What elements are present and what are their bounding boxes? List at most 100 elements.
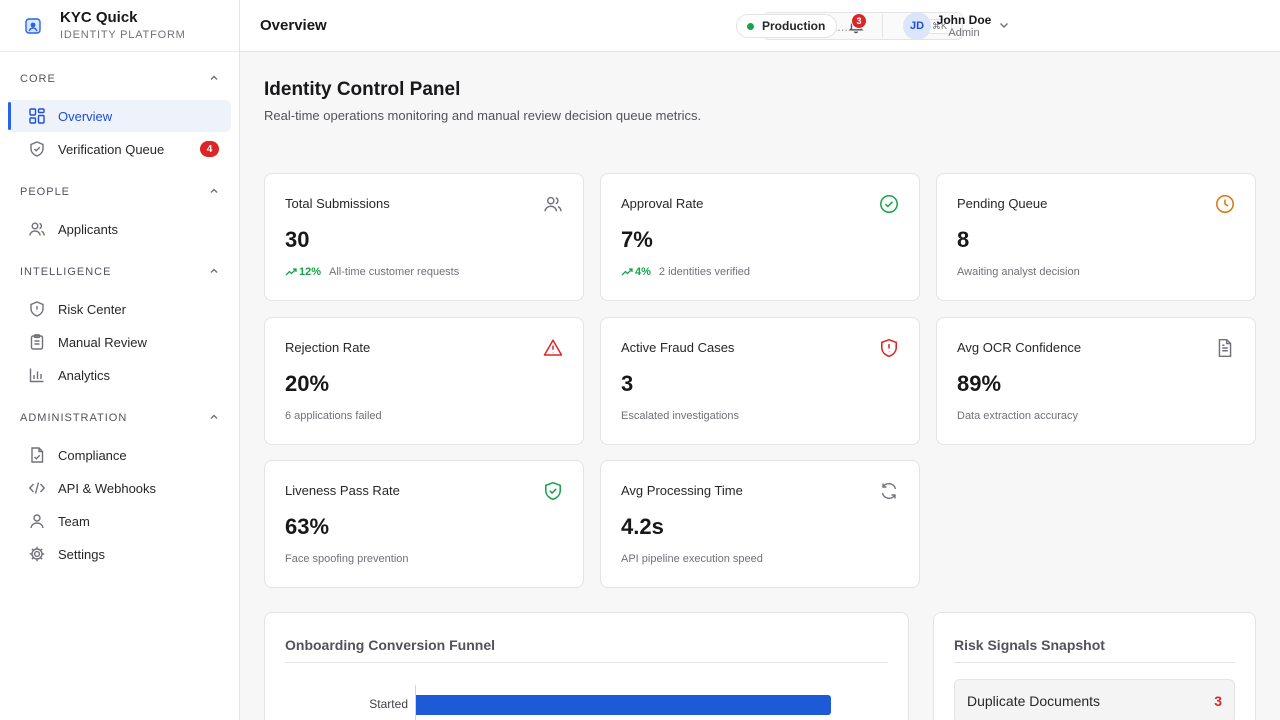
- sidebar-item-verification-queue[interactable]: Verification Queue 4: [8, 133, 231, 165]
- page-breadcrumb-title: Overview: [260, 17, 327, 34]
- metric-label: Total Submissions: [285, 196, 390, 211]
- brand-subtitle: IDENTITY PLATFORM: [60, 28, 186, 41]
- metric-footer: 12% All-time customer requests: [285, 266, 563, 278]
- brand[interactable]: KYC Quick IDENTITY PLATFORM: [0, 0, 239, 52]
- sidebar-item-label: Risk Center: [58, 301, 126, 317]
- sidebar-nav: CORE Overview Verification Queue 4 PEOPL…: [0, 69, 239, 570]
- risk-signals-panel: Risk Signals Snapshot Duplicate Document…: [933, 612, 1256, 720]
- shield-check-icon: [543, 481, 563, 501]
- metric-caption: Escalated investigations: [621, 410, 740, 422]
- shield-check-icon: [28, 140, 46, 158]
- trend-up: 12%: [285, 266, 321, 278]
- metric-footer: Awaiting analyst decision: [957, 266, 1235, 278]
- clipboard-icon: [28, 333, 46, 351]
- metric-value: 3: [621, 371, 634, 396]
- sidebar-item-label: Compliance: [58, 447, 127, 463]
- sidebar-item-overview[interactable]: Overview: [8, 100, 231, 132]
- sidebar-item-api-webhooks[interactable]: API & Webhooks: [8, 472, 231, 504]
- section-people[interactable]: PEOPLE: [8, 182, 231, 202]
- panel-title: Risk Signals Snapshot: [954, 637, 1105, 653]
- user-icon: [28, 512, 46, 530]
- sidebar-item-settings[interactable]: Settings: [8, 538, 231, 570]
- metric-footer: Escalated investigations: [621, 410, 899, 422]
- sidebar-item-label: Manual Review: [58, 334, 147, 350]
- chevron-up-icon: [209, 183, 219, 201]
- shield-alert-icon: [879, 338, 899, 358]
- sidebar-item-risk-center[interactable]: Risk Center: [8, 293, 231, 325]
- metric-footer: 4% 2 identities verified: [621, 266, 899, 278]
- risk-signal-count: 3: [1214, 693, 1222, 709]
- sidebar-item-team[interactable]: Team: [8, 505, 231, 537]
- metric-caption: Data extraction accuracy: [957, 410, 1079, 422]
- metric-value: 8: [957, 227, 970, 252]
- brand-name: KYC Quick: [60, 8, 138, 26]
- trending-up-icon: [621, 268, 633, 276]
- section-core[interactable]: CORE: [8, 69, 231, 89]
- document-icon: [1215, 338, 1235, 358]
- chevron-down-icon[interactable]: [998, 18, 1010, 36]
- risk-signal-row[interactable]: Duplicate Documents 3: [954, 679, 1235, 720]
- environment-status-dot: [747, 22, 754, 30]
- gear-icon: [28, 545, 46, 563]
- panel-title: Onboarding Conversion Funnel: [285, 637, 495, 653]
- refresh-icon: [879, 481, 899, 501]
- metric-label: Approval Rate: [621, 196, 704, 211]
- section-title: CORE: [20, 73, 56, 85]
- section-title: PEOPLE: [20, 186, 71, 198]
- sidebar-item-manual-review[interactable]: Manual Review: [8, 326, 231, 358]
- funnel-axis: [415, 685, 416, 720]
- metric-label: Rejection Rate: [285, 340, 371, 355]
- metric-label: Liveness Pass Rate: [285, 483, 400, 498]
- metric-caption: API pipeline execution speed: [621, 553, 763, 565]
- sidebar-item-applicants[interactable]: Applicants: [8, 213, 231, 245]
- sidebar-item-label: Overview: [58, 108, 113, 124]
- section-administration[interactable]: ADMINISTRATION: [8, 408, 231, 428]
- metric-footer: API pipeline execution speed: [621, 553, 899, 565]
- metric-card-pending-queue[interactable]: Pending Queue 8 Awaiting analyst decisio…: [936, 173, 1256, 301]
- avatar[interactable]: JD: [903, 12, 931, 40]
- metric-card-approval-rate[interactable]: Approval Rate 7% 4% 2 identities verifie…: [600, 173, 920, 301]
- funnel-stage-label: Started: [369, 697, 408, 711]
- panel-divider: [954, 662, 1235, 663]
- clock-icon: [1215, 194, 1235, 214]
- sidebar: KYC Quick IDENTITY PLATFORM CORE Overvie…: [0, 0, 240, 720]
- trend-up: 4%: [621, 266, 651, 278]
- metric-caption: 2 identities verified: [658, 266, 751, 278]
- metric-value: 20%: [285, 371, 330, 396]
- file-check-icon: [28, 446, 46, 464]
- metric-value: 89%: [957, 371, 1002, 396]
- sidebar-item-label: Team: [58, 513, 90, 529]
- metric-card-liveness-pass-rate[interactable]: Liveness Pass Rate 63% Face spoofing pre…: [264, 460, 584, 588]
- users-icon: [28, 220, 46, 238]
- trending-up-icon: [285, 268, 297, 276]
- grid-icon: [28, 107, 46, 125]
- metric-caption: All-time customer requests: [329, 266, 460, 278]
- sidebar-item-analytics[interactable]: Analytics: [8, 359, 231, 391]
- metric-value: 63%: [285, 514, 330, 539]
- metric-caption: Face spoofing prevention: [285, 553, 409, 565]
- trend-value: 12%: [299, 266, 322, 278]
- section-title: INTELLIGENCE: [20, 266, 112, 278]
- sidebar-item-label: Analytics: [58, 367, 111, 383]
- metric-footer: 6 applications failed: [285, 410, 563, 422]
- section-title: ADMINISTRATION: [20, 412, 128, 424]
- funnel-bar-started[interactable]: [416, 695, 831, 715]
- metric-card-rejection-rate[interactable]: Rejection Rate 20% 6 applications failed: [264, 317, 584, 445]
- metric-card-avg-ocr-confidence[interactable]: Avg OCR Confidence 89% Data extraction a…: [936, 317, 1256, 445]
- metric-card-avg-processing-time[interactable]: Avg Processing Time 4.2s API pipeline ex…: [600, 460, 920, 588]
- bar-chart-icon: [28, 366, 46, 384]
- sidebar-item-compliance[interactable]: Compliance: [8, 439, 231, 471]
- header-divider: [882, 14, 883, 38]
- metric-card-total-submissions[interactable]: Total Submissions 30 12% All-time custom…: [264, 173, 584, 301]
- metric-caption: Awaiting analyst decision: [957, 266, 1080, 278]
- sidebar-item-label: API & Webhooks: [58, 480, 157, 496]
- metric-value: 4.2s: [621, 514, 664, 539]
- page-subtitle: Real-time operations monitoring and manu…: [264, 108, 702, 123]
- chevron-up-icon: [209, 70, 219, 88]
- page-title: Identity Control Panel: [264, 79, 461, 100]
- risk-signal-label: Duplicate Documents: [967, 693, 1101, 709]
- environment-selector[interactable]: Production: [736, 14, 838, 38]
- section-intelligence[interactable]: INTELLIGENCE: [8, 262, 231, 282]
- user-name[interactable]: John Doe: [936, 13, 992, 27]
- metric-card-active-fraud-cases[interactable]: Active Fraud Cases 3 Escalated investiga…: [600, 317, 920, 445]
